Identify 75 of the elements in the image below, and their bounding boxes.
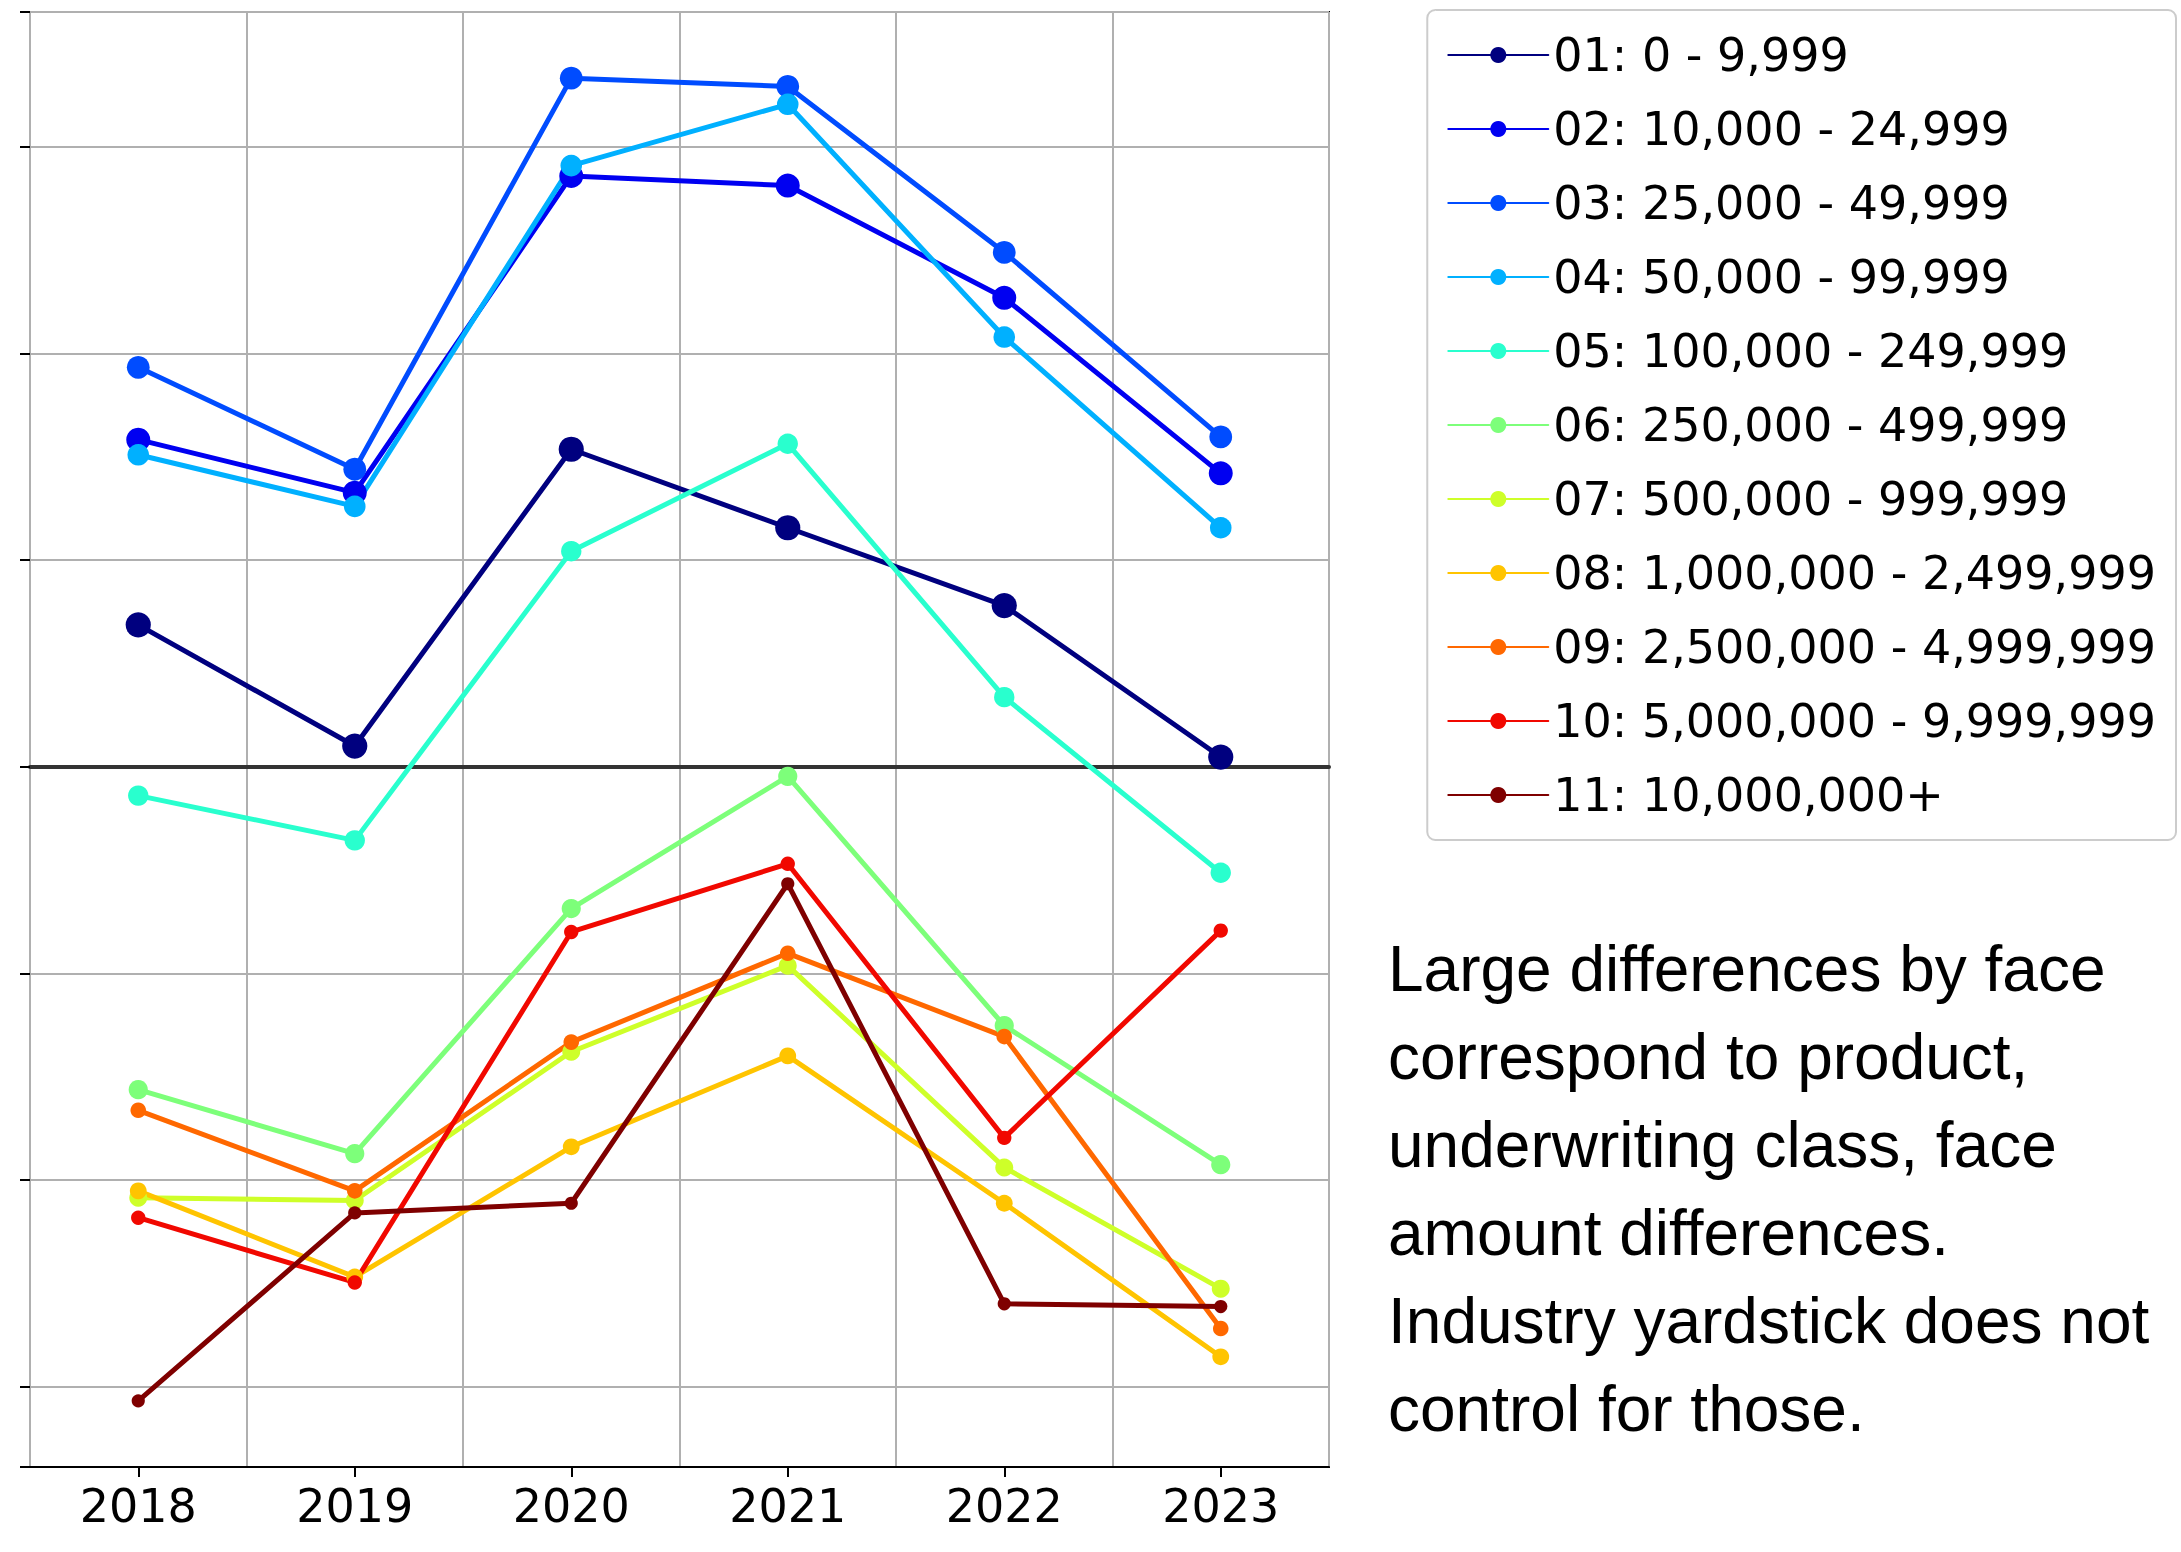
point [559,66,583,90]
legend-label: 07: 500,000 - 999,999 [1553,472,2069,526]
point [1209,425,1233,449]
point [131,1394,145,1408]
point [346,1183,363,1199]
point [345,1144,365,1164]
point [995,1158,1014,1177]
point [997,1297,1011,1311]
point [128,785,149,806]
point [777,433,798,454]
point [563,1034,580,1050]
point [347,1275,362,1290]
x-tick-label: 2018 [79,1479,197,1533]
legend-label: 03: 25,000 - 49,999 [1553,176,2010,230]
point [995,1194,1013,1212]
point [776,75,800,98]
legend-label: 10: 5,000,000 - 9,999,999 [1553,694,2156,748]
point [342,733,368,759]
x-tick-label: 2020 [512,1479,630,1533]
point [1208,461,1233,486]
legend-label: 08: 1,000,000 - 2,499,999 [1553,546,2156,600]
legend-label: 04: 50,000 - 99,999 [1553,250,2010,304]
x-tick-label: 2021 [729,1479,847,1533]
point [780,856,795,871]
point [991,592,1017,619]
point [778,766,798,786]
x-tick-label: 2022 [945,1479,1063,1533]
point [127,443,150,466]
text: Large differences by face correspond to product, underwriting class, face amount differences. Industry yardstick does not control for those. [1388,932,2151,1447]
point [992,240,1016,264]
legend-label: 06: 250,000 - 499,999 [1553,398,2069,452]
point [1212,1348,1230,1366]
point [781,877,795,891]
point [126,355,150,379]
point [993,326,1016,348]
point [562,1138,580,1156]
point [125,612,151,638]
point [1211,1155,1231,1175]
legend-label: 05: 100,000 - 249,999 [1553,324,2069,378]
point [558,436,584,462]
point [1208,744,1234,770]
point [130,1102,147,1119]
point [1213,923,1228,938]
point [779,1047,797,1065]
point [560,154,583,177]
point [561,540,582,562]
point [776,93,799,116]
point [131,1210,146,1225]
x-tick-label: 2023 [1162,1479,1280,1533]
point [779,945,796,962]
point [1212,1320,1229,1337]
legend-label: 02: 10,000 - 24,999 [1553,102,2010,156]
point [129,1182,147,1200]
point [343,457,367,481]
point [996,1028,1013,1045]
point [775,173,800,198]
point [994,686,1015,708]
point [564,1196,578,1210]
point [1210,862,1231,883]
point [992,285,1017,310]
point [343,495,366,518]
point [1214,1299,1228,1314]
legend-label: 11: 10,000,000+ [1553,768,1944,822]
legend-label: 01: 0 - 9,999 [1553,28,1849,82]
point [1209,516,1232,539]
point [775,515,801,541]
legend-label: 09: 2,500,000 - 4,999,999 [1553,620,2156,674]
point [997,1130,1012,1146]
point [564,924,579,940]
point [561,898,581,919]
point [348,1206,362,1220]
point [1211,1279,1230,1298]
x-tick-label: 2019 [296,1479,414,1533]
point [344,830,365,851]
point [128,1080,148,1100]
